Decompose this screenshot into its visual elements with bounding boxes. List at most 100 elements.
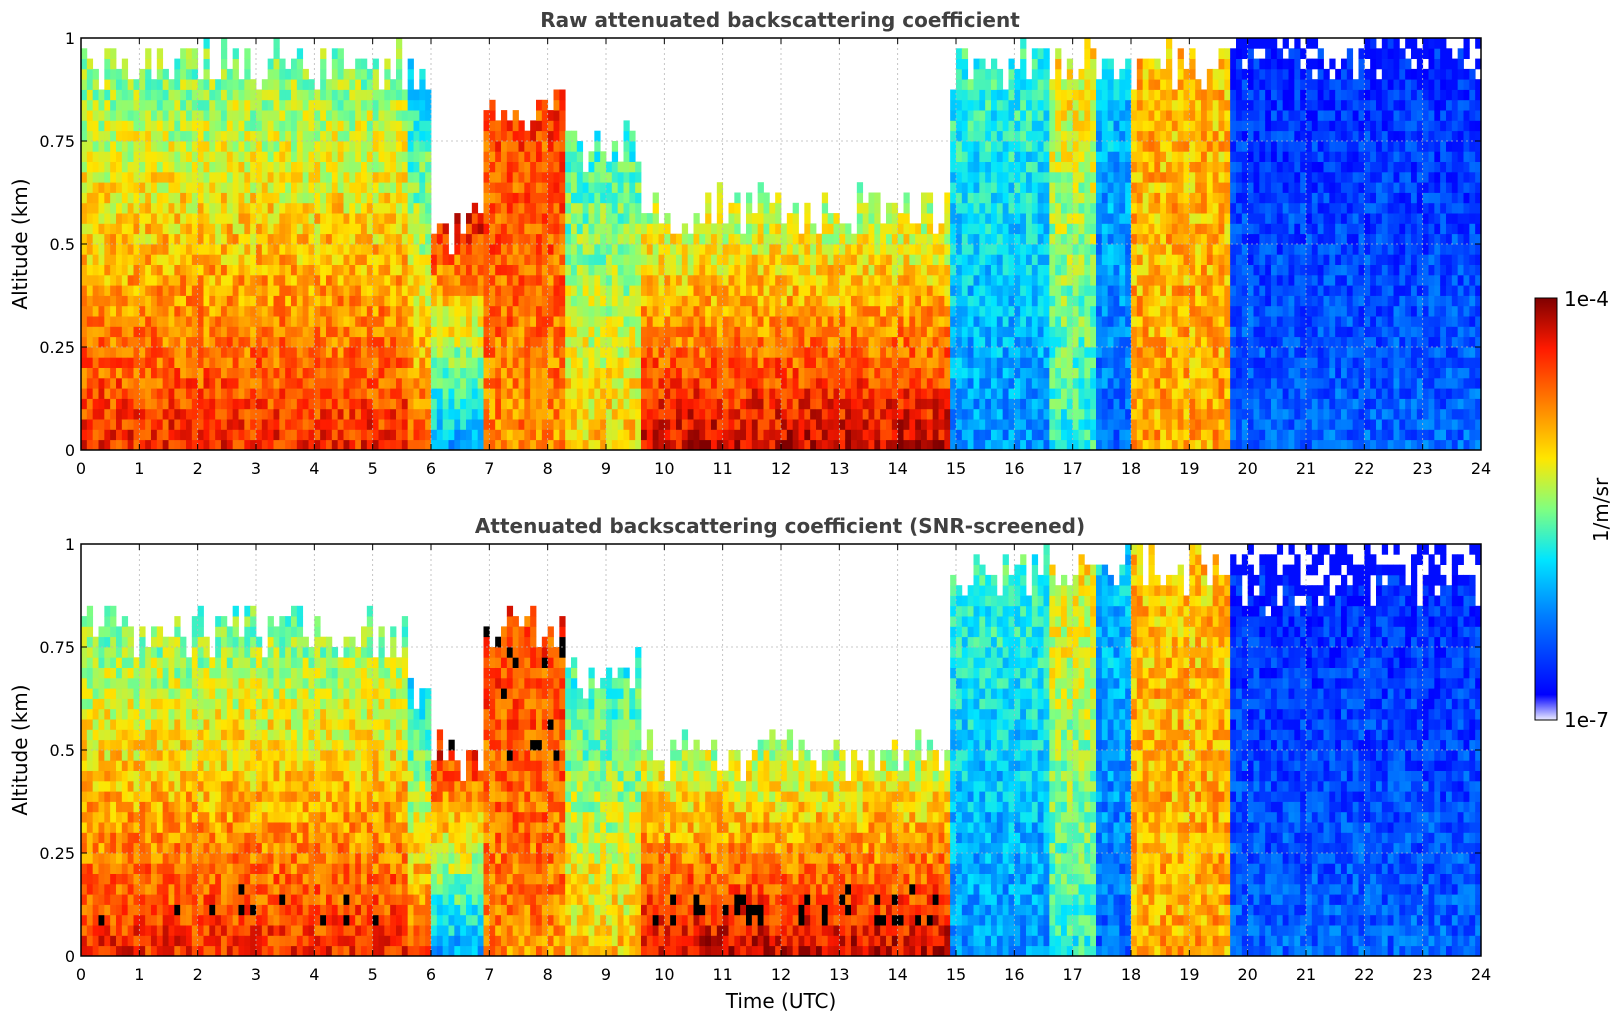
heatmap-cell	[384, 151, 391, 162]
heatmap-cell	[973, 347, 980, 358]
heatmap-cell	[670, 367, 677, 379]
heatmap-cell	[932, 285, 939, 296]
heatmap-cell	[98, 171, 105, 183]
heatmap-cell	[116, 295, 123, 307]
heatmap-cell	[746, 213, 753, 224]
heatmap-cell	[407, 171, 414, 183]
heatmap-cell	[366, 367, 374, 379]
heatmap-cell	[460, 336, 467, 348]
heatmap-cell	[314, 285, 321, 296]
heatmap-cell	[361, 202, 368, 214]
heatmap-cell	[897, 254, 904, 265]
heatmap-cell	[116, 377, 123, 389]
heatmap-cell	[547, 326, 554, 338]
heatmap-cell	[810, 223, 817, 235]
heatmap-cell	[396, 429, 403, 441]
heatmap-cell	[273, 285, 280, 296]
heatmap-cell	[489, 254, 496, 265]
heatmap-cell	[734, 213, 741, 224]
heatmap-cell	[238, 99, 245, 111]
heatmap-cell	[722, 429, 729, 441]
heatmap-cell	[139, 254, 146, 265]
heatmap-cell	[174, 182, 181, 193]
heatmap-cell	[588, 388, 595, 399]
heatmap-cell	[880, 305, 887, 317]
heatmap-cell	[623, 254, 630, 265]
heatmap-cell	[851, 285, 858, 296]
heatmap-cell	[133, 295, 140, 307]
heatmap-cell	[285, 377, 292, 389]
heatmap-cell	[629, 254, 636, 265]
heatmap-cell	[705, 254, 712, 265]
heatmap-cell	[162, 192, 169, 204]
heatmap-cell	[711, 295, 718, 307]
heatmap-cell	[407, 316, 414, 327]
heatmap-cell	[635, 202, 642, 214]
heatmap-cell	[477, 244, 484, 255]
heatmap-cell	[244, 79, 251, 90]
heatmap-cell	[436, 223, 444, 235]
heatmap-cell	[320, 68, 327, 80]
heatmap-cell	[576, 161, 584, 173]
heatmap-cell	[331, 182, 339, 193]
heatmap-cell	[145, 213, 152, 224]
heatmap-cell	[926, 398, 934, 410]
heatmap-cell	[512, 326, 519, 338]
heatmap-cell	[413, 223, 420, 235]
heatmap-cell	[267, 130, 274, 142]
heatmap-cell	[611, 439, 619, 451]
heatmap-cell	[98, 316, 105, 327]
heatmap-cell	[716, 264, 724, 276]
heatmap-cell	[524, 305, 531, 317]
heatmap-cell	[489, 192, 496, 204]
heatmap-cell	[372, 161, 379, 173]
heatmap-cell	[127, 151, 134, 162]
heatmap-cell	[331, 264, 339, 276]
heatmap-cell	[553, 161, 560, 173]
heatmap-cell	[215, 244, 222, 255]
heatmap-cell	[495, 429, 502, 441]
heatmap-cell	[623, 120, 630, 132]
heatmap-cell	[501, 285, 508, 296]
heatmap-cell	[804, 213, 811, 224]
heatmap-cell	[606, 408, 613, 420]
heatmap-cell	[180, 264, 187, 276]
heatmap-cell	[530, 161, 537, 173]
heatmap-cell	[594, 274, 601, 286]
heatmap-cell	[139, 202, 146, 214]
heatmap-cell	[116, 388, 123, 399]
heatmap-cell	[1014, 68, 1021, 80]
heatmap-cell	[886, 336, 893, 348]
heatmap-cell	[722, 377, 729, 389]
heatmap-cell	[121, 408, 129, 420]
heatmap-cell	[466, 377, 473, 389]
heatmap-cell	[769, 336, 776, 348]
heatmap-cell	[950, 254, 957, 265]
heatmap-cell	[226, 151, 234, 162]
heatmap-cell	[576, 429, 584, 441]
heatmap-cell	[355, 58, 362, 70]
heatmap-cell	[244, 264, 251, 276]
heatmap-cell	[471, 244, 479, 255]
heatmap-cell	[419, 89, 426, 101]
heatmap-cell	[1008, 429, 1015, 441]
heatmap-cell	[291, 264, 298, 276]
heatmap-cell	[565, 182, 572, 193]
heatmap-cell	[226, 254, 234, 265]
heatmap-cell	[285, 388, 292, 399]
heatmap-cell	[891, 202, 899, 214]
heatmap-cell	[757, 419, 764, 430]
heatmap-cell	[314, 254, 321, 265]
heatmap-cell	[629, 398, 636, 410]
heatmap-cell	[681, 233, 689, 245]
heatmap-cell	[956, 264, 963, 276]
heatmap-cell	[489, 233, 496, 245]
heatmap-cell	[314, 213, 321, 224]
heatmap-cell	[86, 151, 94, 162]
heatmap-cell	[821, 357, 829, 368]
heatmap-cell	[973, 151, 980, 162]
heatmap-cell	[839, 244, 846, 255]
heatmap-cell	[250, 367, 257, 379]
heatmap-cell	[623, 151, 630, 162]
heatmap-cell	[991, 202, 998, 214]
